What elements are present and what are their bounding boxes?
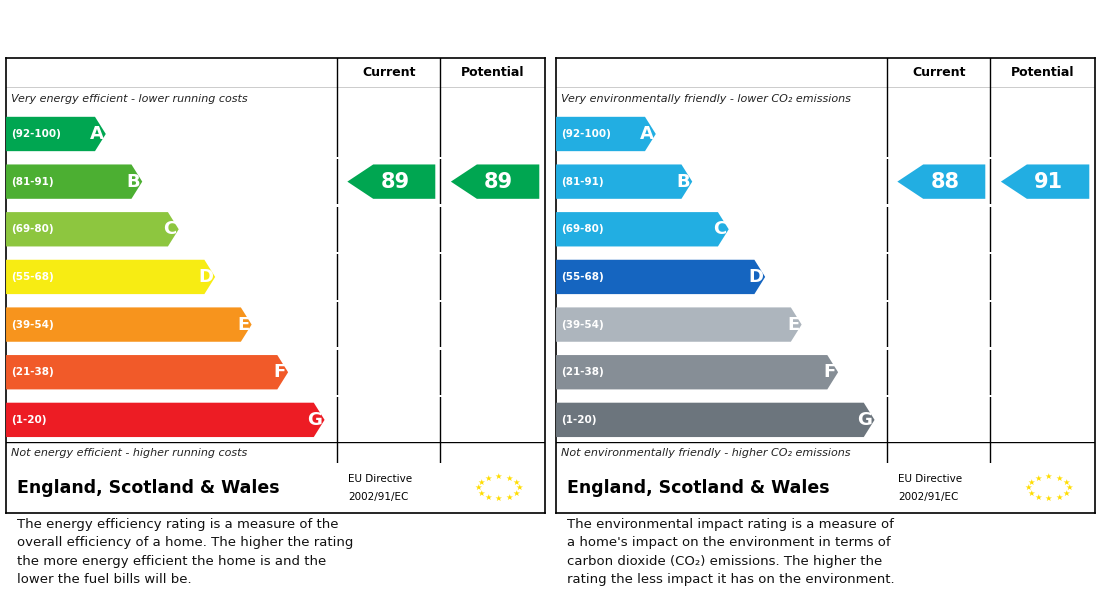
Text: E: E <box>238 316 250 334</box>
Polygon shape <box>556 307 802 341</box>
Text: ★: ★ <box>1063 478 1070 487</box>
Text: ★: ★ <box>1045 472 1053 481</box>
Text: ★: ★ <box>1055 474 1063 483</box>
Polygon shape <box>556 165 692 199</box>
Text: England, Scotland & Wales: England, Scotland & Wales <box>18 479 280 497</box>
Text: Current: Current <box>912 66 966 80</box>
Text: ★: ★ <box>477 478 484 487</box>
Text: ★: ★ <box>1063 489 1070 498</box>
Text: 89: 89 <box>484 171 514 192</box>
Polygon shape <box>6 212 178 247</box>
Text: ★: ★ <box>513 489 520 498</box>
Text: (92-100): (92-100) <box>11 129 60 139</box>
Text: England, Scotland & Wales: England, Scotland & Wales <box>568 479 830 497</box>
Text: ★: ★ <box>485 493 492 502</box>
Text: C: C <box>713 220 727 238</box>
Text: Very energy efficient - lower running costs: Very energy efficient - lower running co… <box>11 94 248 104</box>
Text: (1-20): (1-20) <box>11 415 46 425</box>
Text: ★: ★ <box>485 474 492 483</box>
Text: F: F <box>824 364 836 381</box>
Text: (69-80): (69-80) <box>11 224 54 234</box>
Text: D: D <box>748 268 763 286</box>
Text: (21-38): (21-38) <box>11 367 54 377</box>
Text: 2002/91/EC: 2002/91/EC <box>898 492 958 502</box>
Polygon shape <box>898 165 986 199</box>
Text: (39-54): (39-54) <box>11 319 54 330</box>
Polygon shape <box>348 165 436 199</box>
Polygon shape <box>556 212 728 247</box>
Polygon shape <box>556 117 656 151</box>
Text: ★: ★ <box>1035 474 1042 483</box>
Text: ★: ★ <box>505 493 513 502</box>
Text: 2002/91/EC: 2002/91/EC <box>348 492 408 502</box>
Text: ★: ★ <box>477 489 484 498</box>
Text: ★: ★ <box>513 478 520 487</box>
Text: (81-91): (81-91) <box>561 177 604 187</box>
Text: A: A <box>640 125 653 143</box>
Text: (1-20): (1-20) <box>561 415 596 425</box>
Text: ★: ★ <box>1045 494 1053 503</box>
Text: (81-91): (81-91) <box>11 177 54 187</box>
Polygon shape <box>6 259 216 294</box>
Text: ★: ★ <box>1027 489 1034 498</box>
Text: 88: 88 <box>931 171 959 192</box>
Text: ★: ★ <box>1066 483 1074 492</box>
Text: ★: ★ <box>1027 478 1034 487</box>
Text: Not energy efficient - higher running costs: Not energy efficient - higher running co… <box>11 447 248 458</box>
Text: Potential: Potential <box>1011 66 1075 80</box>
Text: Very environmentally friendly - lower CO₂ emissions: Very environmentally friendly - lower CO… <box>561 94 850 104</box>
Polygon shape <box>6 117 106 151</box>
Text: E: E <box>788 316 800 334</box>
Text: (69-80): (69-80) <box>561 224 604 234</box>
Text: Energy Efficiency Rating: Energy Efficiency Rating <box>15 28 294 47</box>
Text: ★: ★ <box>495 494 503 503</box>
Text: A: A <box>90 125 103 143</box>
Polygon shape <box>6 355 288 389</box>
Polygon shape <box>451 165 539 199</box>
Text: The environmental impact rating is a measure of
a home's impact on the environme: The environmental impact rating is a mea… <box>568 518 895 586</box>
Text: G: G <box>858 411 872 429</box>
Text: ★: ★ <box>505 474 513 483</box>
Text: F: F <box>274 364 286 381</box>
Text: ★: ★ <box>1035 493 1042 502</box>
Polygon shape <box>556 355 838 389</box>
Text: ★: ★ <box>1024 483 1032 492</box>
Text: (92-100): (92-100) <box>561 129 610 139</box>
Text: Not environmentally friendly - higher CO₂ emissions: Not environmentally friendly - higher CO… <box>561 447 850 458</box>
Text: 91: 91 <box>1034 171 1064 192</box>
Text: D: D <box>198 268 213 286</box>
Text: The energy efficiency rating is a measure of the
overall efficiency of a home. T: The energy efficiency rating is a measur… <box>18 518 354 586</box>
Text: C: C <box>163 220 177 238</box>
Text: ★: ★ <box>495 472 503 481</box>
Text: (55-68): (55-68) <box>561 272 604 282</box>
Text: B: B <box>676 173 690 190</box>
Text: Potential: Potential <box>461 66 525 80</box>
Polygon shape <box>1001 165 1089 199</box>
Polygon shape <box>6 307 252 341</box>
Text: ★: ★ <box>1055 493 1063 502</box>
Text: EU Directive: EU Directive <box>898 474 961 483</box>
Text: B: B <box>126 173 140 190</box>
Text: 89: 89 <box>381 171 409 192</box>
Text: (55-68): (55-68) <box>11 272 54 282</box>
Polygon shape <box>6 165 142 199</box>
Polygon shape <box>556 403 874 437</box>
Text: ★: ★ <box>474 483 482 492</box>
Text: ★: ★ <box>516 483 524 492</box>
Text: Current: Current <box>362 66 416 80</box>
Text: (39-54): (39-54) <box>561 319 604 330</box>
Polygon shape <box>6 403 324 437</box>
Text: G: G <box>308 411 322 429</box>
Polygon shape <box>556 259 766 294</box>
Text: Environmental Impact (CO₂) Rating: Environmental Impact (CO₂) Rating <box>565 28 964 47</box>
Text: EU Directive: EU Directive <box>348 474 411 483</box>
Text: (21-38): (21-38) <box>561 367 604 377</box>
